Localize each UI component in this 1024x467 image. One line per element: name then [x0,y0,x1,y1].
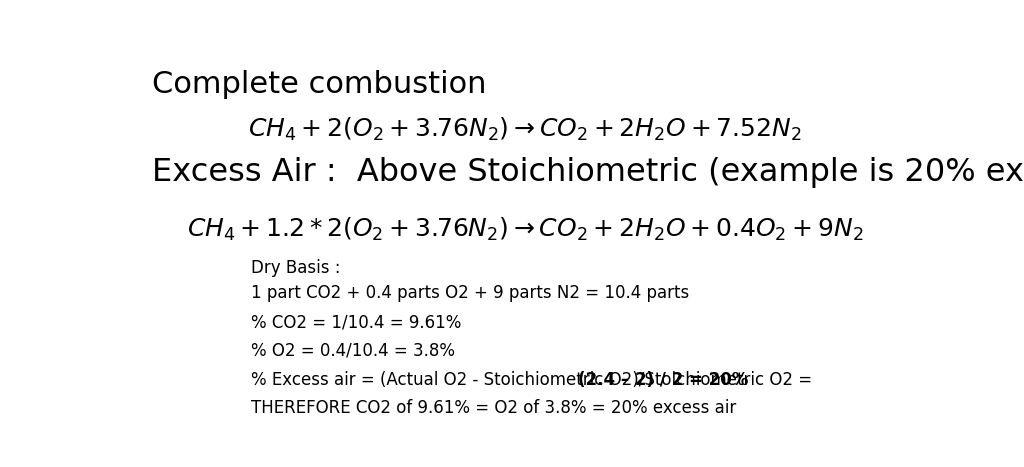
Text: Dry Basis :: Dry Basis : [251,259,341,277]
Text: THEREFORE CO2 of 9.61% = O2 of 3.8% = 20% excess air: THEREFORE CO2 of 9.61% = O2 of 3.8% = 20… [251,399,736,417]
Text: $\mathit{CH_4} + 1.2 * 2(\mathit{O_2} + 3.76\mathit{N_2}) \rightarrow \mathit{CO: $\mathit{CH_4} + 1.2 * 2(\mathit{O_2} + … [186,216,863,243]
Text: 1 part CO2 + 0.4 parts O2 + 9 parts N2 = 10.4 parts: 1 part CO2 + 0.4 parts O2 + 9 parts N2 =… [251,284,689,302]
Text: Excess Air :  Above Stoichiometric (example is 20% excess): Excess Air : Above Stoichiometric (examp… [152,157,1024,188]
Text: % Excess air = (Actual O2 - Stoichiometric O2)/Stoichiometric O2 =: % Excess air = (Actual O2 - Stoichiometr… [251,371,817,389]
Text: (2.4 – 2) / 2 = 20%: (2.4 – 2) / 2 = 20% [578,371,749,389]
Text: Complete combustion: Complete combustion [152,71,486,99]
Text: % O2 = 0.4/10.4 = 3.8%: % O2 = 0.4/10.4 = 3.8% [251,342,455,360]
Text: $\mathit{CH_4} + 2(\mathit{O_2} + 3.76\mathit{N_2}) \rightarrow \mathit{CO_2} + : $\mathit{CH_4} + 2(\mathit{O_2} + 3.76\m… [248,115,802,142]
Text: % CO2 = 1/10.4 = 9.61%: % CO2 = 1/10.4 = 9.61% [251,313,462,331]
